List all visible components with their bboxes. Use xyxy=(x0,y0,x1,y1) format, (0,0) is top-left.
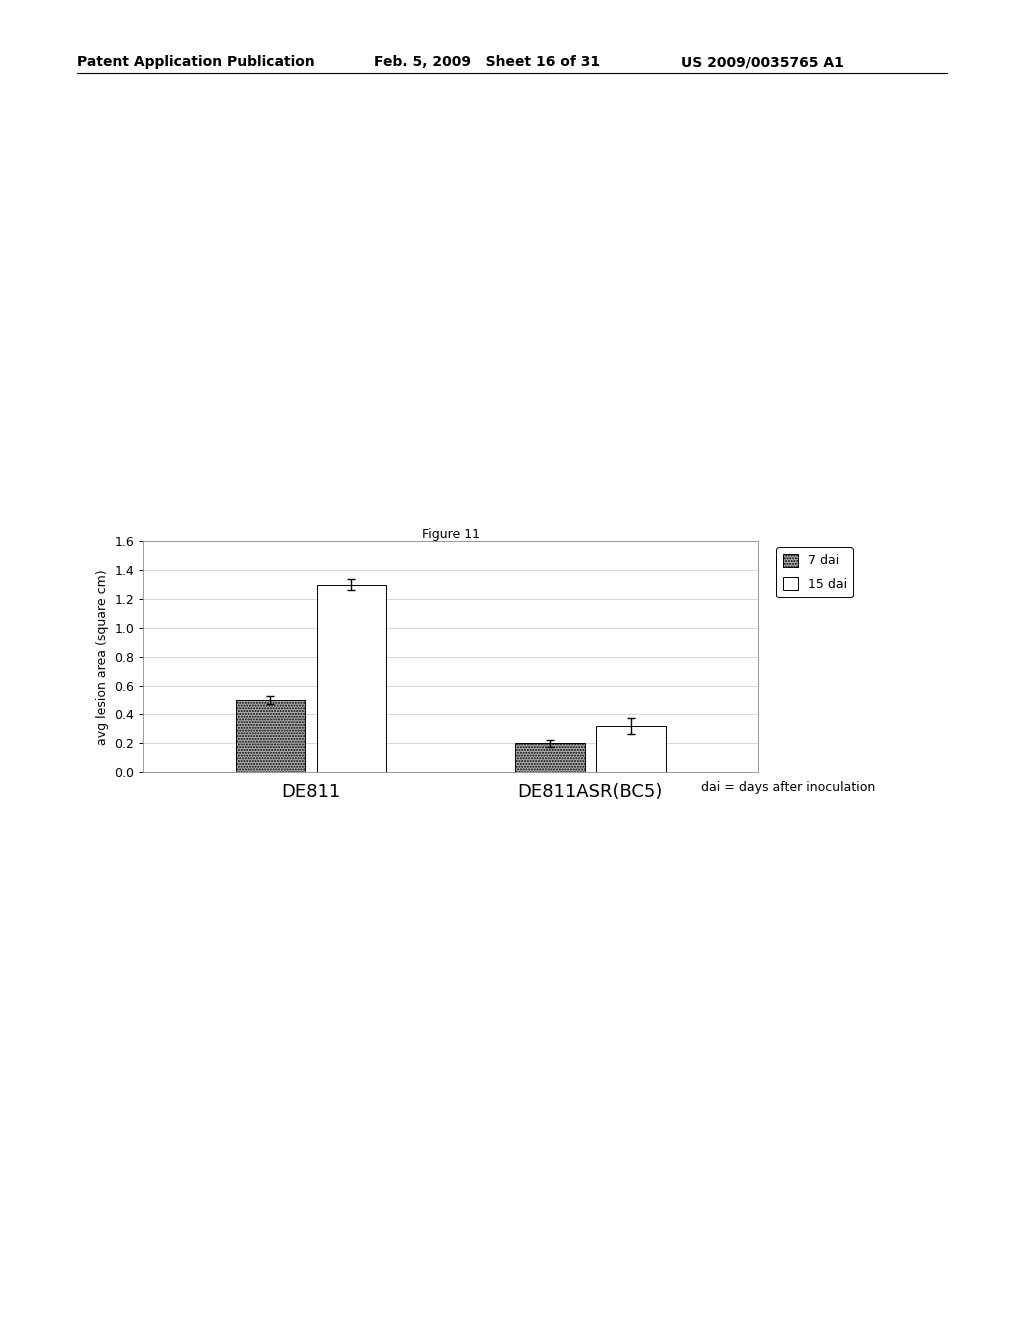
Bar xyxy=(596,726,666,772)
Bar xyxy=(236,700,305,772)
Text: Patent Application Publication: Patent Application Publication xyxy=(77,55,314,70)
Legend: 7 dai, 15 dai: 7 dai, 15 dai xyxy=(776,548,853,597)
Text: US 2009/0035765 A1: US 2009/0035765 A1 xyxy=(681,55,844,70)
Text: Feb. 5, 2009   Sheet 16 of 31: Feb. 5, 2009 Sheet 16 of 31 xyxy=(374,55,600,70)
Bar xyxy=(515,743,585,772)
Text: Figure 11: Figure 11 xyxy=(422,528,479,541)
Bar xyxy=(316,585,386,772)
Y-axis label: avg lesion area (square cm): avg lesion area (square cm) xyxy=(96,569,109,744)
Text: dai = days after inoculation: dai = days after inoculation xyxy=(701,781,876,795)
